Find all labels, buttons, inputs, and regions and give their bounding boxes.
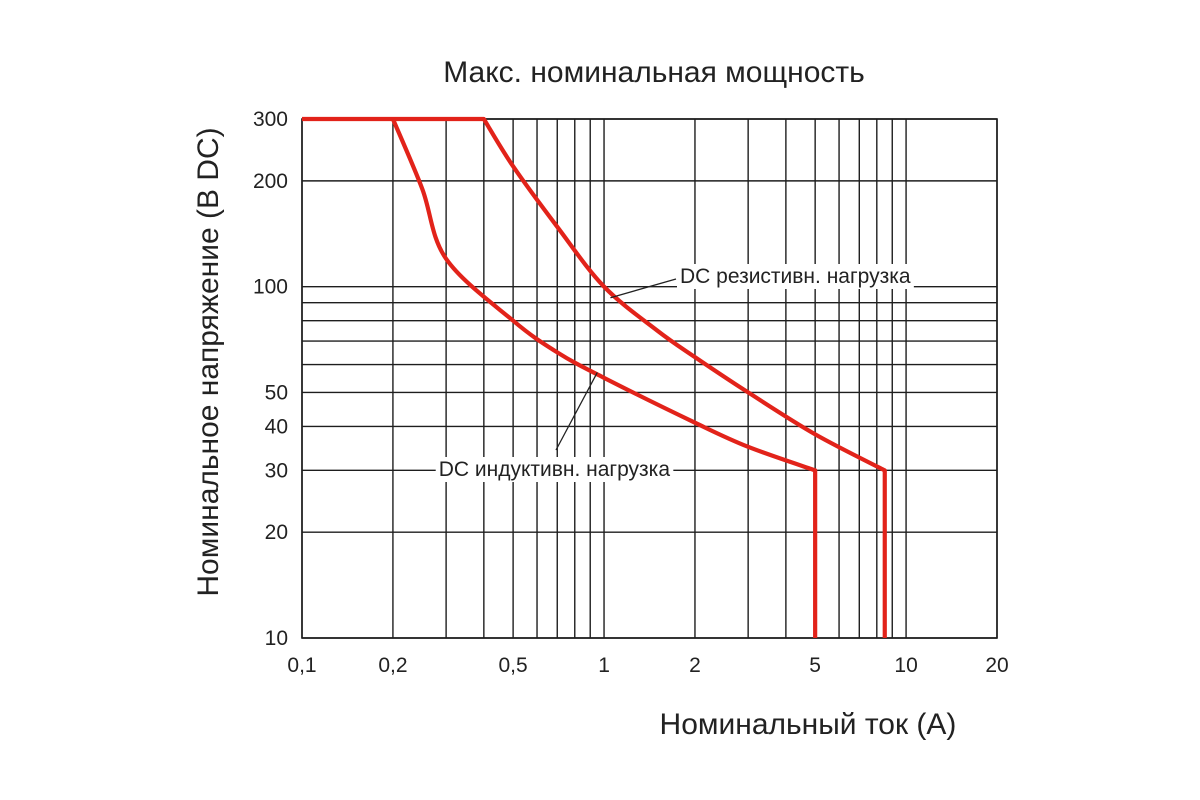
x-tick-label: 5 — [809, 654, 821, 677]
series-line-resistive — [302, 116, 887, 638]
x-axis-title: Номинальный ток (А) — [660, 708, 957, 741]
y-axis-title: Номинальное напряжение (В DC) — [192, 127, 225, 596]
chart-title: Макс. номинальная мощность — [443, 56, 865, 89]
y-tick-label: 40 — [265, 415, 288, 438]
y-tick-label: 10 — [265, 627, 288, 650]
x-tick-label: 0,1 — [287, 654, 316, 677]
x-tick-label: 10 — [894, 654, 917, 677]
y-tick-label: 20 — [265, 521, 288, 544]
plot-frame — [301, 118, 998, 639]
y-tick-label: 300 — [253, 108, 288, 131]
series — [302, 116, 887, 638]
x-tick-label: 2 — [689, 654, 701, 677]
series-line-inductive — [390, 118, 818, 638]
x-tick-label: 0,5 — [499, 654, 528, 677]
x-tick-label: 20 — [985, 654, 1008, 677]
x-tick-label: 1 — [598, 654, 610, 677]
grid — [301, 118, 998, 639]
x-tick-label: 0,2 — [378, 654, 407, 677]
annotation-label-background — [677, 264, 914, 289]
y-tick-label: 100 — [253, 276, 288, 299]
y-tick-label: 50 — [265, 381, 288, 404]
annotation-leader-line — [610, 278, 677, 299]
y-tick-label: 200 — [253, 170, 288, 193]
tick-labels: 0,1 0,2 0,5 1 2 5 10 20 10 20 30 40 50 100 200 300 — [253, 108, 1009, 677]
y-tick-label: 30 — [265, 459, 288, 482]
annotation-leader-line — [555, 372, 598, 451]
annotation-label: DC индуктивн. нагрузка — [439, 458, 671, 481]
annotation-label: DC резистивн. нагрузка — [680, 265, 911, 288]
annotations: DC резистивн. нагрузка DC индуктивн. нагр… — [435, 264, 914, 482]
annotation-label-background — [435, 457, 674, 482]
